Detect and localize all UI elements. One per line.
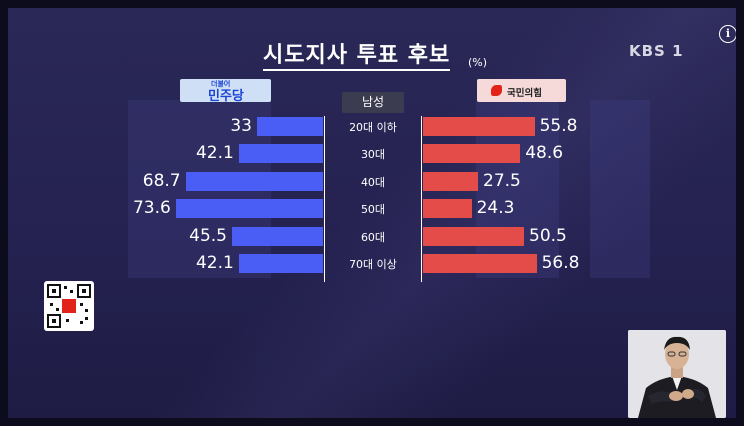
bar-right bbox=[423, 254, 537, 273]
bar-right bbox=[423, 199, 472, 218]
category-label: 40대 bbox=[360, 176, 386, 189]
qr-code[interactable] bbox=[44, 281, 94, 331]
kbs-logo: KBS 1 bbox=[629, 42, 684, 60]
value-label-left: 42.1 bbox=[195, 253, 234, 273]
bar-left bbox=[185, 172, 323, 191]
value-label-right: 56.8 bbox=[541, 253, 580, 273]
qr-badge-icon bbox=[62, 299, 76, 313]
value-label-left: 45.5 bbox=[189, 226, 227, 246]
value-label-left: 42.1 bbox=[195, 143, 234, 163]
unit-label: (%) bbox=[468, 56, 488, 69]
party-left-tag: 더불어 bbox=[211, 80, 231, 88]
bar-right bbox=[423, 144, 521, 163]
qr-pattern-icon bbox=[47, 284, 91, 328]
value-label-right: 24.3 bbox=[476, 198, 515, 218]
party-label-left: 더불어 민주당 bbox=[180, 79, 271, 104]
party-label-right: 국민의힘 bbox=[477, 79, 566, 102]
bar-left bbox=[175, 199, 323, 218]
bar-right bbox=[423, 117, 535, 136]
broadcast-frame: 시도지사 투표 후보 (%) KBS 1 i 더불어 민주당 국민의힘 남성 2… bbox=[8, 8, 736, 418]
value-label-left: 33 bbox=[230, 116, 252, 136]
panel-left-outer bbox=[128, 100, 188, 278]
value-label-right: 50.5 bbox=[529, 226, 567, 246]
sign-language-interpreter bbox=[628, 330, 726, 418]
chart-title: 시도지사 투표 후보 bbox=[263, 44, 451, 71]
party-left-name: 민주당 bbox=[208, 89, 244, 104]
bar-left bbox=[257, 117, 323, 136]
gender-header: 남성 bbox=[342, 92, 404, 113]
category-label: 50대 bbox=[360, 203, 386, 216]
panel-right-outer bbox=[590, 100, 650, 278]
party-right-name: 국민의힘 bbox=[507, 88, 542, 99]
value-label-right: 48.6 bbox=[525, 143, 564, 163]
background-glow bbox=[8, 8, 736, 418]
kbs-logo-text: KBS 1 bbox=[629, 42, 684, 60]
value-label-left: 68.7 bbox=[142, 171, 181, 191]
party-right-logo-icon bbox=[491, 85, 502, 96]
category-label: 70대 이상 bbox=[349, 258, 397, 271]
bar-left bbox=[238, 144, 323, 163]
bar-left bbox=[238, 254, 323, 273]
value-label-right: 55.8 bbox=[539, 116, 578, 136]
category-label: 60대 bbox=[360, 231, 386, 244]
bar-left bbox=[232, 227, 323, 246]
bar-right bbox=[423, 227, 524, 246]
value-label-left: 73.6 bbox=[132, 198, 171, 218]
bar-right bbox=[423, 172, 478, 191]
divider-right bbox=[421, 116, 422, 282]
divider-left bbox=[324, 116, 325, 282]
info-icon[interactable]: i bbox=[719, 25, 736, 43]
category-label: 20대 이하 bbox=[349, 121, 397, 134]
category-label: 30대 bbox=[360, 148, 386, 161]
interpreter-figure-icon bbox=[628, 330, 726, 418]
value-label-right: 27.5 bbox=[483, 171, 521, 191]
